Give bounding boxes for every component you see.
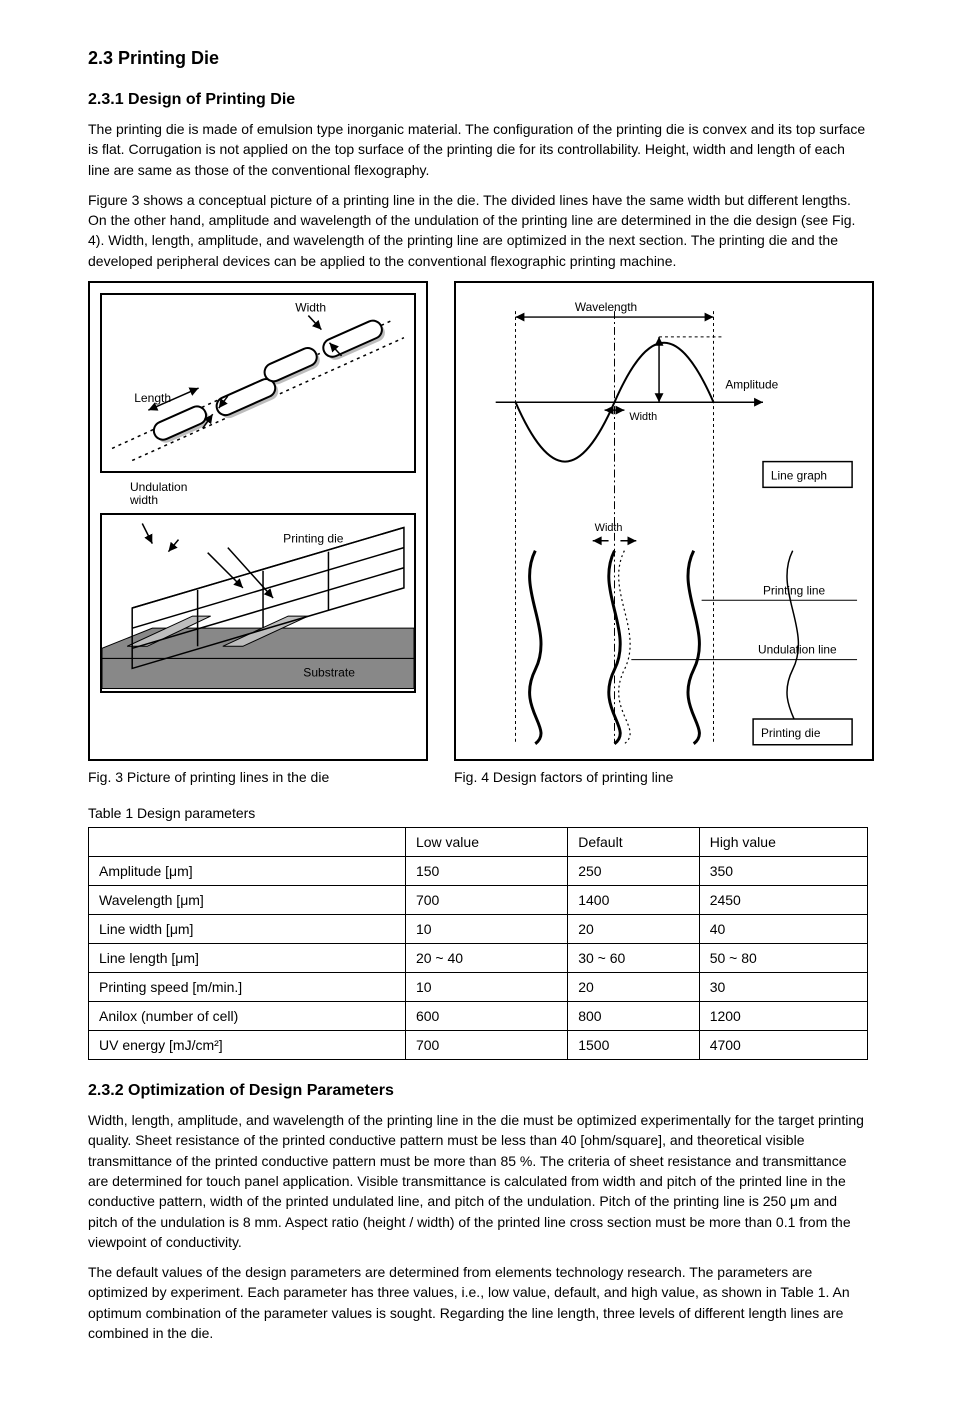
subsection-heading: 2.3.1 Design of Printing Die — [88, 91, 866, 109]
section-title: Printing Die — [118, 48, 219, 68]
figure-4-svg: Wavelength Amplitude Width Line g — [466, 293, 862, 749]
table-1-caption: Table 1 Design parameters — [88, 805, 866, 821]
table-row: Line width [μm] 10 20 40 — [89, 915, 868, 944]
subsection-title: Design of Printing Die — [128, 91, 295, 108]
figure-4-caption: Fig. 4 Design factors of printing line — [454, 769, 874, 785]
undulation-width-line1: Undulation — [130, 480, 187, 494]
label-undulation-line: Undulation line — [758, 643, 837, 657]
figure-4-box: Wavelength Amplitude Width Line g — [454, 281, 874, 761]
label-substrate: Substrate — [303, 666, 355, 680]
section-number: 2.3 — [88, 48, 113, 68]
table-1: Low value Default High value Amplitude [… — [88, 827, 868, 1060]
label-undulation-width: Undulation width — [130, 481, 187, 507]
sub232-para2: The default values of the design paramet… — [88, 1262, 866, 1343]
table-row: Anilox (number of cell) 600 800 1200 — [89, 1002, 868, 1031]
label-width-graph: Width — [629, 411, 657, 423]
table-body: Amplitude [μm] 150 250 350 Wavelength [μ… — [89, 857, 868, 1060]
sub232-title: Optimization of Design Parameters — [128, 1082, 394, 1099]
table-row: Line length [μm] 20 ~ 40 30 ~ 60 50 ~ 80 — [89, 944, 868, 973]
col-1: Low value — [405, 828, 567, 857]
col-0 — [89, 828, 406, 857]
col-3: High value — [699, 828, 867, 857]
figure-row: Length Width Undulation width — [88, 281, 866, 785]
label-line-graph: Line graph — [771, 468, 827, 482]
table-row: Printing speed [m/min.] 10 20 30 — [89, 973, 868, 1002]
figure-3-box: Length Width Undulation width — [88, 281, 428, 761]
section-heading: 2.3 Printing Die — [88, 48, 866, 69]
label-width: Width — [295, 301, 326, 315]
table-row: Wavelength [μm] 700 1400 2450 — [89, 886, 868, 915]
label-width-die: Width — [595, 522, 623, 534]
figure-3-column: Length Width Undulation width — [88, 281, 428, 785]
paragraph-2: Figure 3 shows a conceptual picture of a… — [88, 190, 866, 271]
figure-3-top-panel: Length Width — [100, 293, 416, 473]
subsection-232-heading: 2.3.2 Optimization of Design Parameters — [88, 1082, 866, 1100]
figure-3-top-svg: Length Width — [102, 295, 414, 471]
label-printing-line: Printing line — [763, 583, 825, 597]
label-wavelength: Wavelength — [575, 300, 637, 314]
intro-paragraph: The printing die is made of emulsion typ… — [88, 119, 866, 180]
col-2: Default — [568, 828, 699, 857]
label-printing-die: Printing die — [283, 532, 344, 546]
sub232-para1: Width, length, amplitude, and wavelength… — [88, 1110, 866, 1252]
table-header-row: Low value Default High value — [89, 828, 868, 857]
figure-3-caption: Fig. 3 Picture of printing lines in the … — [88, 769, 428, 785]
figure-4-column: Wavelength Amplitude Width Line g — [454, 281, 874, 785]
page: 2.3 Printing Die 2.3.1 Design of Printin… — [0, 0, 954, 1413]
undulation-width-line2: width — [130, 493, 158, 507]
label-amplitude: Amplitude — [725, 377, 778, 391]
para2-main: Figure 3 shows a conceptual picture of a… — [88, 192, 855, 269]
sub232-number: 2.3.2 — [88, 1082, 124, 1099]
label-printing-die-box: Printing die — [761, 726, 821, 740]
table-row: Amplitude [μm] 150 250 350 — [89, 857, 868, 886]
label-length: Length — [134, 391, 171, 405]
figure-3-bottom-svg: Printing die Substrate — [102, 515, 414, 691]
subsection-number: 2.3.1 — [88, 91, 124, 108]
para2-suffix: . — [673, 253, 677, 269]
figure-3-bottom-panel: Printing die Substrate — [100, 513, 416, 693]
table-row: UV energy [mJ/cm²] 700 1500 4700 — [89, 1031, 868, 1060]
